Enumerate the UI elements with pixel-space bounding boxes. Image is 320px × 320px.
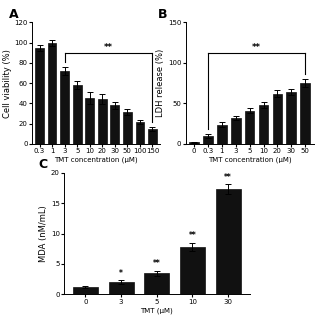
Text: **: ** (224, 173, 232, 182)
Bar (286, 92, 296, 144)
Bar (136, 122, 144, 144)
Bar (48, 43, 56, 144)
Bar (60, 71, 69, 144)
Bar (216, 189, 241, 294)
Bar (217, 124, 227, 144)
Text: *: * (119, 269, 123, 278)
Bar (123, 112, 132, 144)
Bar (73, 287, 98, 294)
X-axis label: TMT concentration (μM): TMT concentration (μM) (54, 157, 138, 164)
Bar (35, 48, 44, 144)
Text: **: ** (188, 231, 196, 240)
Text: **: ** (153, 259, 161, 268)
Text: C: C (38, 158, 47, 171)
Bar (85, 99, 94, 144)
Y-axis label: Cell viability (%): Cell viability (%) (3, 49, 12, 118)
Bar (231, 118, 241, 144)
Bar (245, 111, 254, 144)
Text: B: B (157, 8, 167, 21)
Bar (148, 129, 157, 144)
Text: **: ** (104, 43, 113, 52)
Text: **: ** (252, 43, 261, 52)
Bar (180, 247, 205, 294)
Bar (259, 105, 268, 144)
Bar (273, 94, 282, 144)
Y-axis label: LDH release (%): LDH release (%) (156, 49, 165, 117)
Text: A: A (9, 8, 19, 21)
Y-axis label: MDA (nM/mL): MDA (nM/mL) (39, 205, 48, 262)
Bar (110, 106, 119, 144)
X-axis label: TMT (μM): TMT (μM) (140, 307, 173, 314)
Bar (73, 85, 82, 144)
Bar (300, 83, 310, 144)
X-axis label: TMT concentration (μM): TMT concentration (μM) (208, 157, 292, 164)
Bar (98, 100, 107, 144)
Bar (108, 282, 134, 294)
Bar (189, 142, 199, 144)
Bar (144, 273, 169, 294)
Bar (203, 136, 213, 144)
